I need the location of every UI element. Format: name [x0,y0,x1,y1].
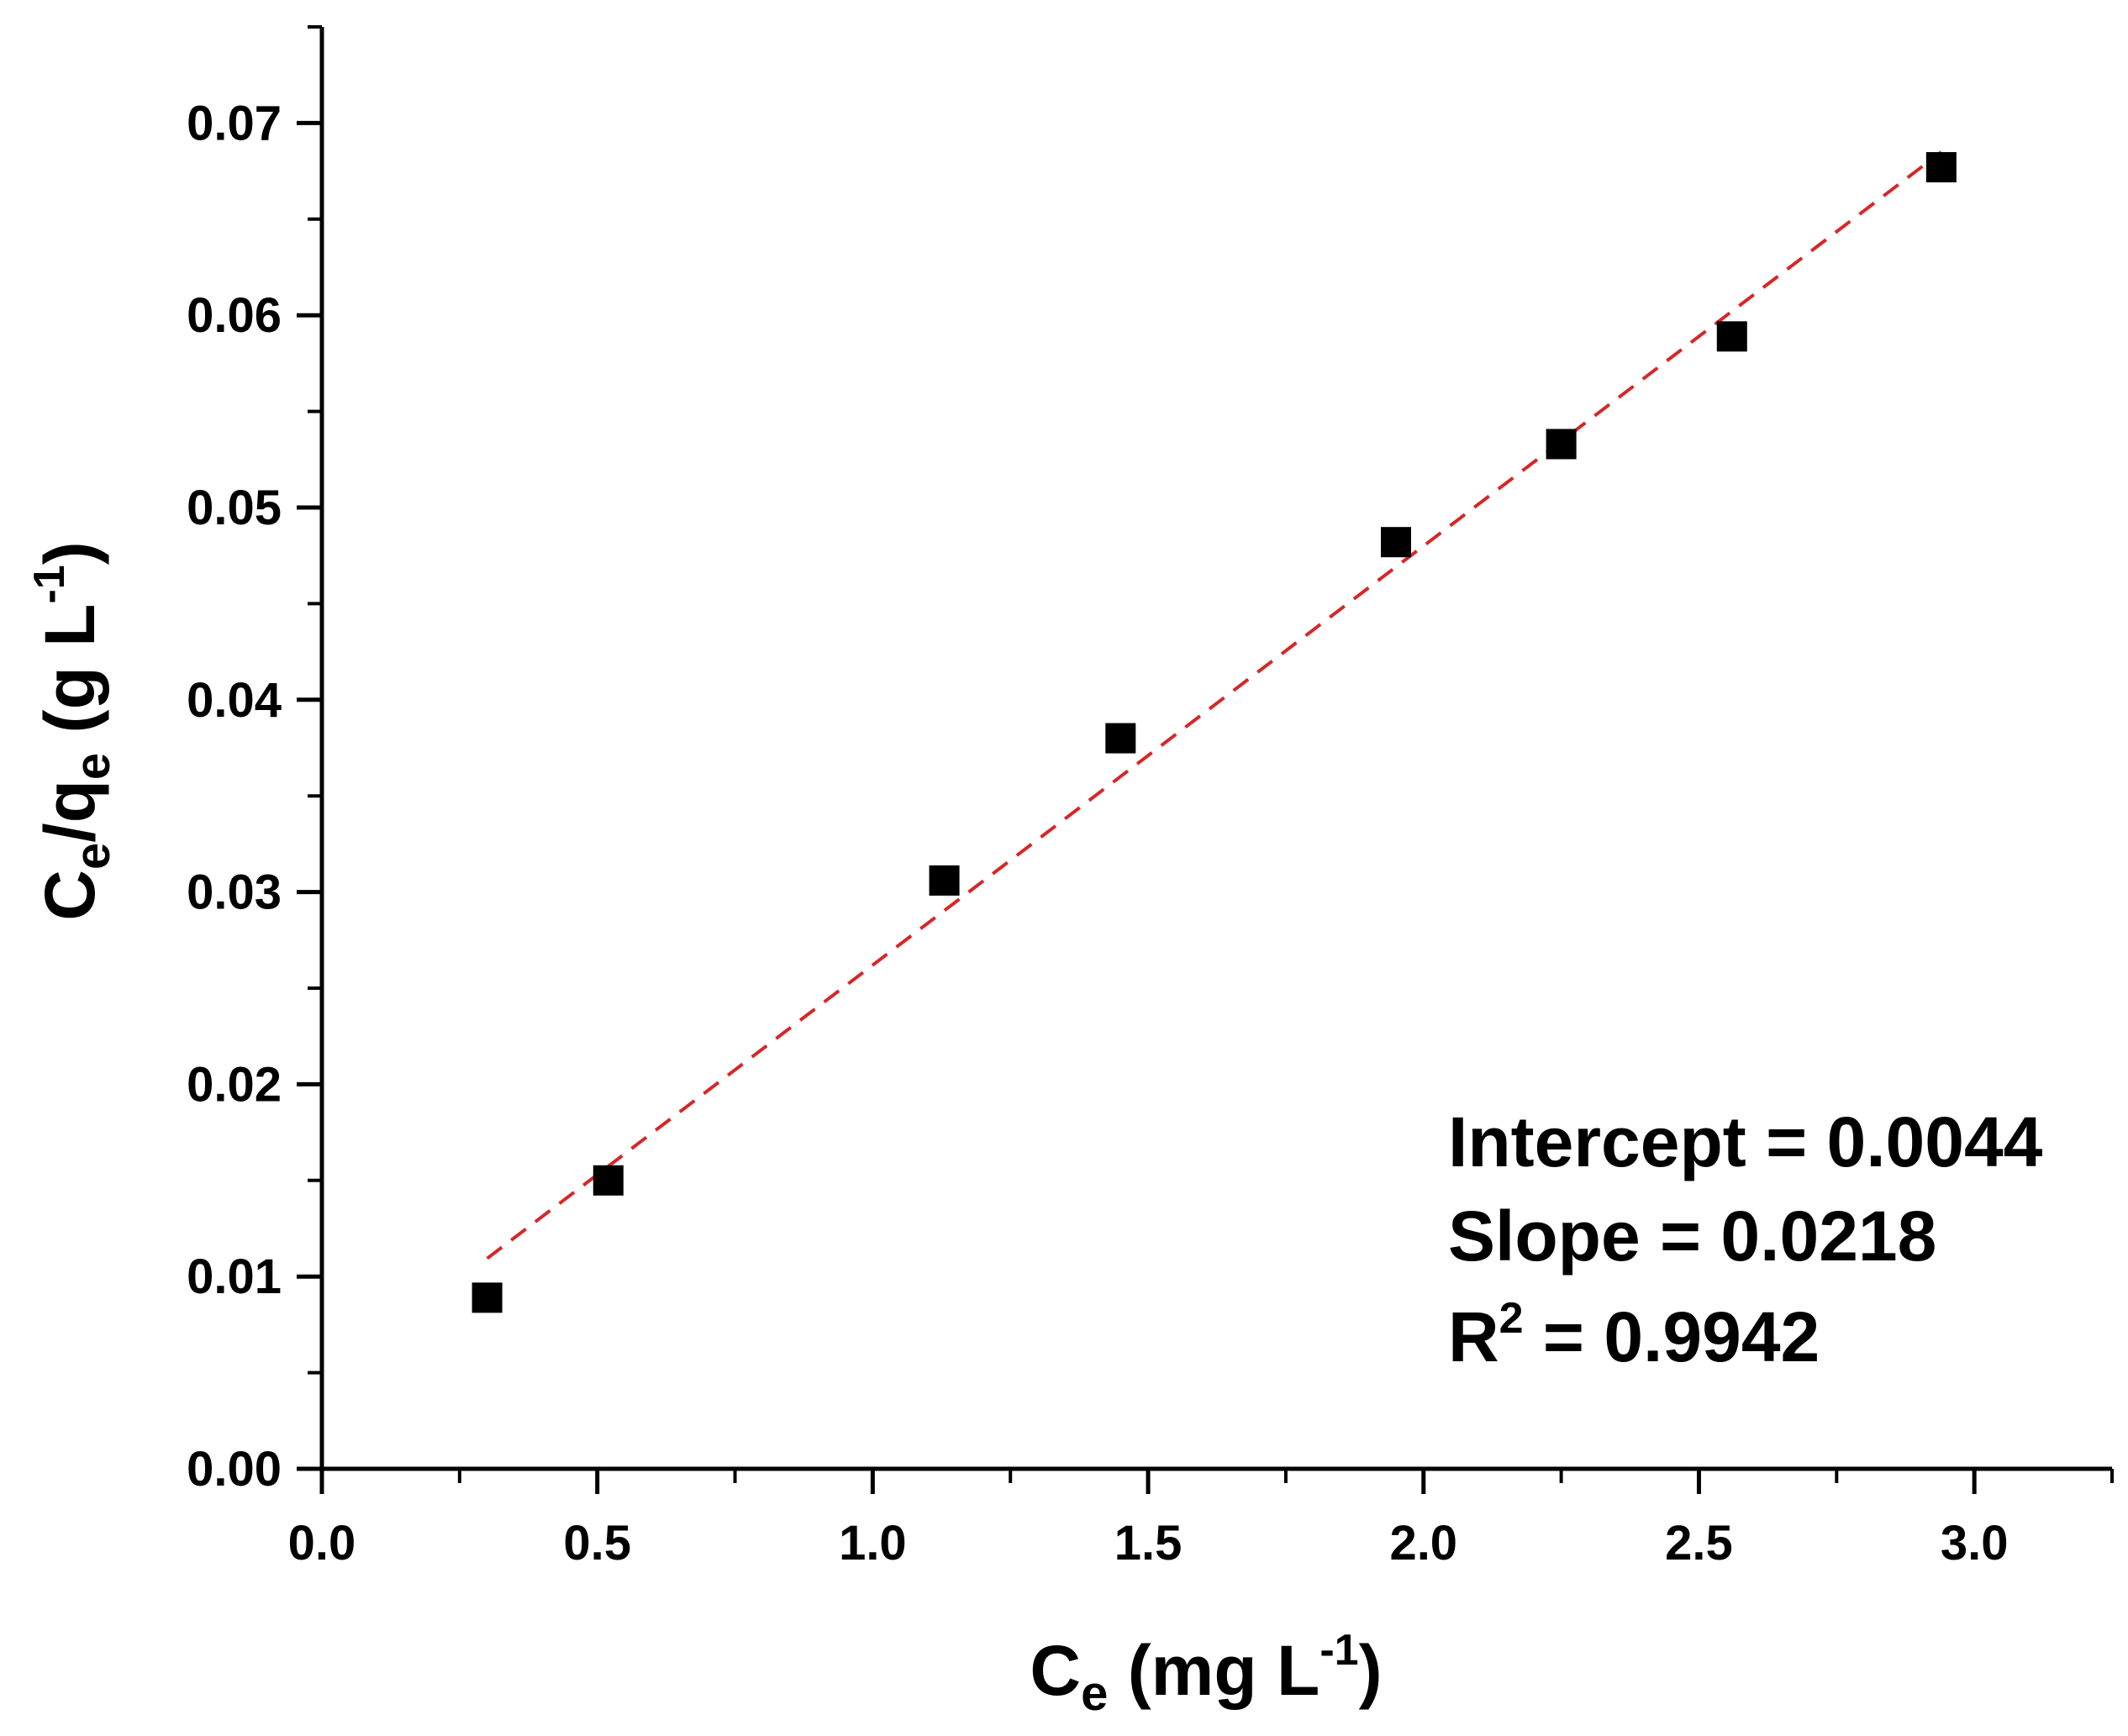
data-point [471,1282,503,1313]
axes [319,27,2112,1471]
y-axis-title: Ce/qe (g L-1) [25,541,120,920]
slope-text: Slope = 0.0218 [1448,1197,1936,1276]
y-tick-label: 0.07 [187,96,282,150]
x-axis-title: Ce (mg L-1) [1030,1626,1382,1721]
r-squared-text: R2 = 0.9942 [1448,1294,1820,1376]
fit-annotation: Intercept = 0.0044 Slope = 0.0218 R2 = 0… [1448,1102,2043,1376]
intercept-text: Intercept = 0.0044 [1448,1102,2043,1181]
y-tick-label: 0.02 [187,1057,282,1112]
x-tick-label: 2.5 [1665,1516,1733,1570]
x-tick-label: 0.0 [288,1516,356,1570]
data-point [1716,321,1747,352]
y-tick-label: 0.05 [187,481,282,535]
y-tick-label: 0.03 [187,865,282,920]
data-points [471,152,1957,1313]
data-point [1546,429,1577,460]
x-tick-label: 1.5 [1114,1516,1183,1570]
tick-labels: 0.0 0.5 1.0 1.5 2.0 2.5 3.0 0.00 0.01 0.02 0.03 0.0… [187,96,2008,1570]
y-tick-label: 0.06 [187,288,282,343]
x-tick-label: 2.0 [1389,1516,1457,1570]
fit-line [486,150,1943,1260]
data-point [593,1165,624,1196]
data-point [1105,723,1136,754]
y-tick-label: 0.01 [187,1249,282,1304]
y-tick-label: 0.00 [187,1442,282,1497]
y-tick-label: 0.04 [187,673,282,728]
ticks [297,25,2114,1494]
fit-line-segment [486,150,1943,1260]
data-point [1381,527,1411,558]
x-tick-label: 1.0 [839,1516,907,1570]
data-point [929,865,960,896]
x-tick-label: 3.0 [1941,1516,2009,1570]
data-point [1925,152,1957,183]
x-tick-label: 0.5 [563,1516,631,1570]
